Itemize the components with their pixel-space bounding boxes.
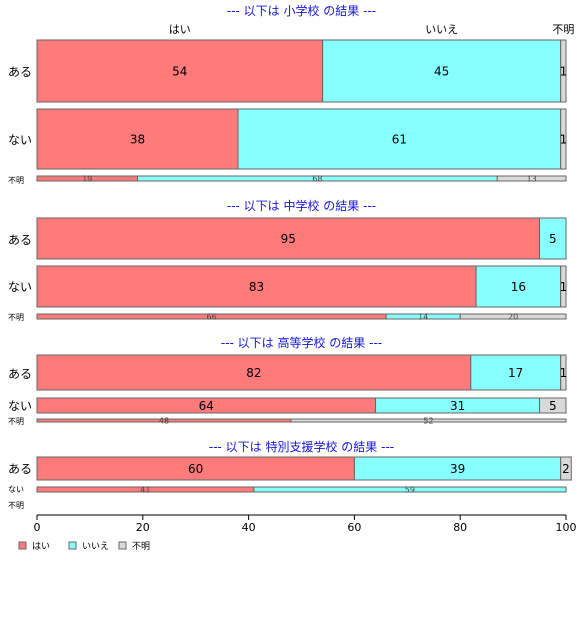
data-label: 20 [508,312,518,321]
row-label: 不明 [8,313,24,322]
bar-segment [475,265,562,308]
panel-title: --- 以下は 高等学校 の結果 --- [221,335,382,350]
bar-segment [560,354,567,391]
bar-segment [496,175,567,182]
data-label: 83 [249,280,264,294]
bar-segment [459,313,567,320]
data-label: 16 [511,280,526,294]
data-label: 41 [140,485,150,494]
x-tick-label: 0 [34,521,41,534]
legend-swatch [118,541,127,550]
row-label: ある [8,367,32,381]
bar-segment [237,108,562,170]
bar-segment [560,108,567,170]
data-label: 5 [549,232,557,246]
legend-swatch [68,541,77,550]
panel-title: --- 以下は 小学校 の結果 --- [227,3,376,18]
data-label: 31 [450,399,465,413]
data-label: 66 [207,312,217,321]
column-header: 不明 [552,23,574,36]
row-label: 不明 [8,176,24,185]
legend-label: はい [32,541,50,552]
bar-segment [253,486,567,493]
data-label: 68 [312,174,322,183]
legend-label: 不明 [132,541,150,552]
bar-segment [290,418,567,423]
row-label: 不明 [8,417,24,426]
data-label: 13 [527,174,537,183]
x-tick-label: 100 [556,521,577,534]
row-label: ない [8,399,32,413]
bar-segment [560,456,572,481]
bar-segment [36,39,324,103]
x-tick-label: 40 [242,521,256,534]
row-label: ある [8,65,32,79]
panel-title: --- 以下は 特別支援学校 の結果 --- [209,439,394,454]
data-label: 38 [130,132,145,146]
data-label: 2 [562,462,570,476]
data-label: 54 [172,64,187,78]
data-label: 95 [281,232,296,246]
x-tick-label: 60 [347,521,361,534]
column-header: はい [169,23,191,36]
data-label: 14 [418,312,428,321]
data-label: 17 [508,366,523,380]
data-label: 48 [159,416,169,425]
data-label: 19 [82,174,92,183]
row-label: ない [8,280,32,294]
data-label: 39 [450,462,465,476]
data-label: 1 [560,280,568,294]
column-header: いいえ [425,23,458,36]
bar-segment [560,39,567,103]
data-label: 60 [188,462,203,476]
x-tick-label: 20 [136,521,150,534]
bar-segment [539,217,567,260]
data-label: 82 [246,366,261,380]
bar-segment [36,354,472,391]
bar-segment [539,397,567,414]
row-label: ない [8,485,24,494]
x-tick-label: 80 [453,521,467,534]
data-label: 1 [560,366,568,380]
row-label: ある [8,233,32,247]
data-label: 45 [434,64,449,78]
panel-title: --- 以下は 中学校 の結果 --- [227,198,376,213]
row-label: ない [8,133,32,147]
data-label: 64 [199,399,214,413]
bar-segment [322,39,562,103]
data-label: 1 [560,132,568,146]
data-label: 59 [405,485,415,494]
bar-segment [560,265,567,308]
row-label: 不明 [8,501,24,510]
data-label: 1 [560,64,568,78]
data-label: 52 [423,416,433,425]
legend-swatch [18,541,27,550]
bar-segment [36,217,541,260]
data-label: 5 [549,399,557,413]
row-label: ある [8,462,32,476]
legend-label: いいえ [82,541,109,552]
data-label: 61 [392,132,407,146]
